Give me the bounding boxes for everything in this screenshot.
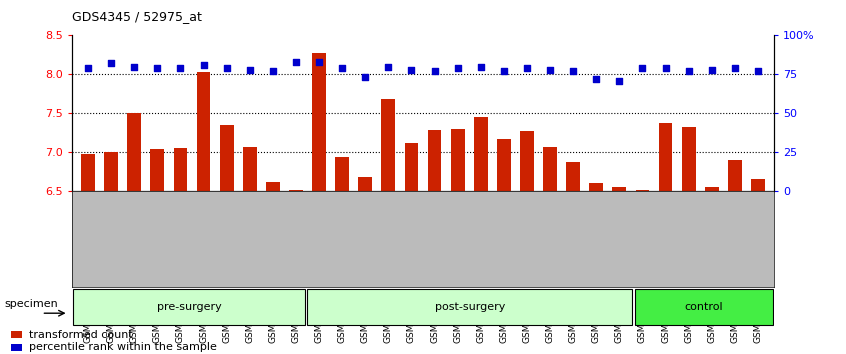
Bar: [705, 187, 718, 191]
Bar: [404, 143, 419, 191]
Bar: [427, 130, 442, 191]
Bar: [497, 139, 511, 191]
Bar: [243, 147, 256, 191]
Point: [404, 67, 418, 73]
Bar: [11, 331, 23, 338]
Point: [590, 76, 603, 82]
Text: percentile rank within the sample: percentile rank within the sample: [29, 342, 217, 352]
Point: [566, 68, 580, 74]
Text: transformed count: transformed count: [29, 330, 132, 340]
Point: [520, 65, 534, 71]
Point: [543, 67, 557, 73]
Point: [289, 59, 303, 65]
Point: [151, 65, 164, 71]
Bar: [635, 190, 650, 191]
Bar: [173, 148, 188, 191]
Bar: [73, 289, 305, 325]
Point: [104, 61, 118, 66]
Text: pre-surgery: pre-surgery: [157, 302, 222, 312]
Bar: [128, 113, 141, 191]
Bar: [307, 289, 633, 325]
Bar: [451, 129, 464, 191]
Bar: [613, 187, 626, 191]
Point: [728, 65, 742, 71]
Bar: [682, 127, 695, 191]
Point: [659, 65, 673, 71]
Point: [220, 65, 233, 71]
Bar: [196, 72, 211, 191]
Bar: [590, 183, 603, 191]
Point: [682, 68, 695, 74]
Point: [81, 65, 95, 71]
Bar: [81, 154, 95, 191]
Bar: [658, 122, 673, 191]
Point: [751, 68, 765, 74]
Point: [613, 78, 626, 84]
Bar: [104, 152, 118, 191]
Text: post-surgery: post-surgery: [435, 302, 505, 312]
Point: [266, 68, 280, 74]
Point: [243, 67, 256, 73]
Point: [312, 59, 326, 65]
Point: [359, 75, 372, 80]
Point: [705, 67, 718, 73]
Bar: [289, 190, 303, 191]
Bar: [335, 157, 349, 191]
Point: [335, 65, 349, 71]
Bar: [566, 161, 580, 191]
Bar: [151, 149, 164, 191]
Text: specimen: specimen: [4, 298, 58, 309]
Point: [451, 65, 464, 71]
Bar: [11, 344, 23, 351]
Bar: [634, 289, 773, 325]
Bar: [520, 131, 534, 191]
Point: [128, 64, 141, 69]
Point: [382, 64, 395, 69]
Point: [173, 65, 187, 71]
Point: [428, 68, 442, 74]
Bar: [474, 117, 487, 191]
Bar: [266, 182, 280, 191]
Bar: [728, 160, 742, 191]
Bar: [382, 99, 395, 191]
Text: GDS4345 / 52975_at: GDS4345 / 52975_at: [72, 10, 202, 23]
Text: control: control: [684, 302, 723, 312]
Point: [497, 68, 511, 74]
Point: [635, 65, 649, 71]
Bar: [543, 147, 557, 191]
Bar: [751, 179, 765, 191]
Bar: [220, 125, 233, 191]
Bar: [312, 52, 326, 191]
Bar: [359, 177, 372, 191]
Point: [474, 64, 487, 69]
Point: [197, 62, 211, 68]
